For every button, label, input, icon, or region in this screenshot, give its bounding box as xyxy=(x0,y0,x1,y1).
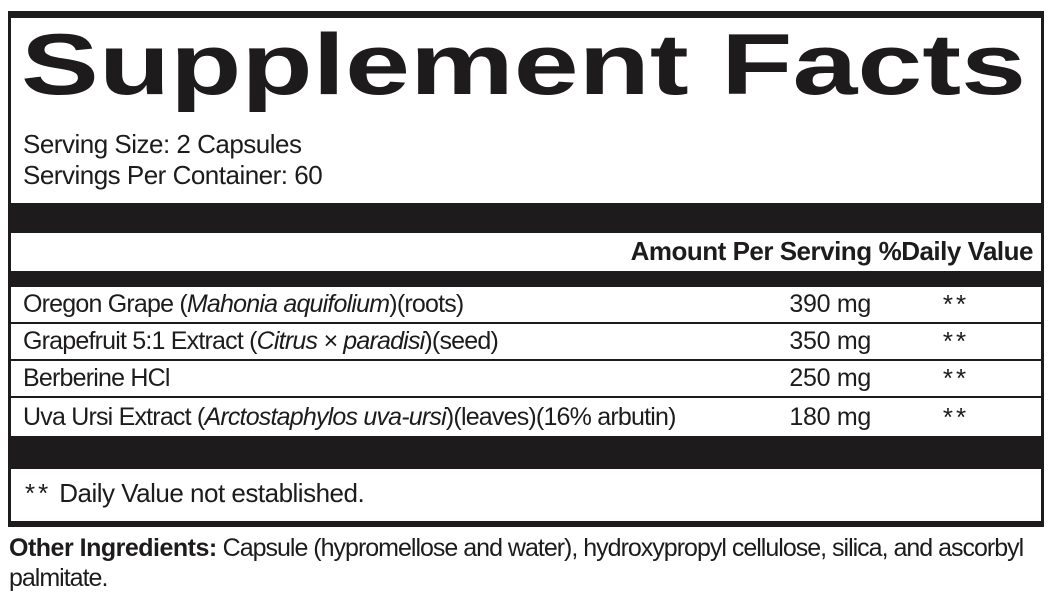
daily-value-header: %Daily Value xyxy=(878,235,1034,266)
ingredient-latin-name: Mahonia aquifolium xyxy=(186,290,390,318)
ingredient-name-text: Oregon Grape ( xyxy=(23,290,188,318)
ingredient-row-grapefruit-extract: Grapefruit 5:1 Extract (Citrus × paradis… xyxy=(11,324,1041,361)
ingredient-daily-value: ** xyxy=(942,363,970,393)
ingredient-name: Oregon Grape (Mahonia aquifolium)(roots) xyxy=(23,290,771,319)
ingredient-amount: 250 mg xyxy=(789,364,871,392)
ingredient-daily-value: ** xyxy=(942,326,970,356)
ingredient-name-text: Grapefruit 5:1 Extract ( xyxy=(23,327,257,355)
footnote-symbol: ** xyxy=(25,478,52,508)
servings-per-container-line: Servings Per Container: 60 xyxy=(23,160,323,190)
heavy-divider-bar-top xyxy=(11,203,1041,233)
other-ingredients-text: Capsule (hypromellose and water), hydrox… xyxy=(9,534,1024,592)
medium-divider-bar xyxy=(11,271,1041,287)
label-title: Supplement Facts xyxy=(21,22,1026,113)
heavy-divider-bar-bottom xyxy=(11,436,1041,469)
supplement-facts-label: Supplement Facts Serving Size: 2 Capsule… xyxy=(8,11,1044,527)
other-ingredients: Other Ingredients: Capsule (hypromellose… xyxy=(9,533,1054,592)
ingredient-name: Grapefruit 5:1 Extract (Citrus × paradis… xyxy=(23,327,771,356)
label-title-banner: Supplement Facts xyxy=(21,22,1026,113)
ingredient-name-text: Uva Ursi Extract ( xyxy=(23,402,205,431)
ingredient-name-suffix: )(roots) xyxy=(389,290,464,318)
ingredient-latin-name: Arctostaphylos uva-ursi xyxy=(204,402,446,431)
other-ingredients-label: Other Ingredients: xyxy=(9,534,217,562)
amount-per-serving-header: Amount Per Serving xyxy=(630,235,872,266)
column-header-row: Amount Per Serving %Daily Value xyxy=(11,233,1041,269)
ingredient-latin-name: Citrus × paradisi xyxy=(256,327,426,355)
ingredient-name: Uva Ursi Extract (Arctostaphylos uva-urs… xyxy=(23,403,771,432)
serving-size-line: Serving Size: 2 Capsules xyxy=(23,129,302,159)
ingredient-name-suffix: )(leaves)(16% arbutin) xyxy=(445,402,677,431)
ingredient-row-uva-ursi-extract: Uva Ursi Extract (Arctostaphylos uva-urs… xyxy=(11,398,1041,436)
ingredient-daily-value: ** xyxy=(942,401,970,432)
ingredient-name: Berberine HCl xyxy=(23,364,771,393)
ingredient-name-suffix: )(seed) xyxy=(424,327,498,355)
ingredient-row-oregon-grape: Oregon Grape (Mahonia aquifolium)(roots)… xyxy=(11,287,1041,324)
ingredient-row-berberine-hcl: Berberine HCl 250 mg ** xyxy=(11,361,1041,398)
daily-value-footnote: ** Daily Value not established. xyxy=(11,469,1041,521)
ingredient-daily-value: ** xyxy=(942,289,970,319)
footnote-text: Daily Value not established. xyxy=(59,478,365,508)
ingredient-amount: 180 mg xyxy=(789,402,871,431)
ingredient-name-text: Berberine HCl xyxy=(23,364,170,392)
ingredient-amount: 390 mg xyxy=(789,290,871,318)
serving-info: Serving Size: 2 Capsules Servings Per Co… xyxy=(23,129,1041,191)
ingredient-amount: 350 mg xyxy=(789,327,871,355)
